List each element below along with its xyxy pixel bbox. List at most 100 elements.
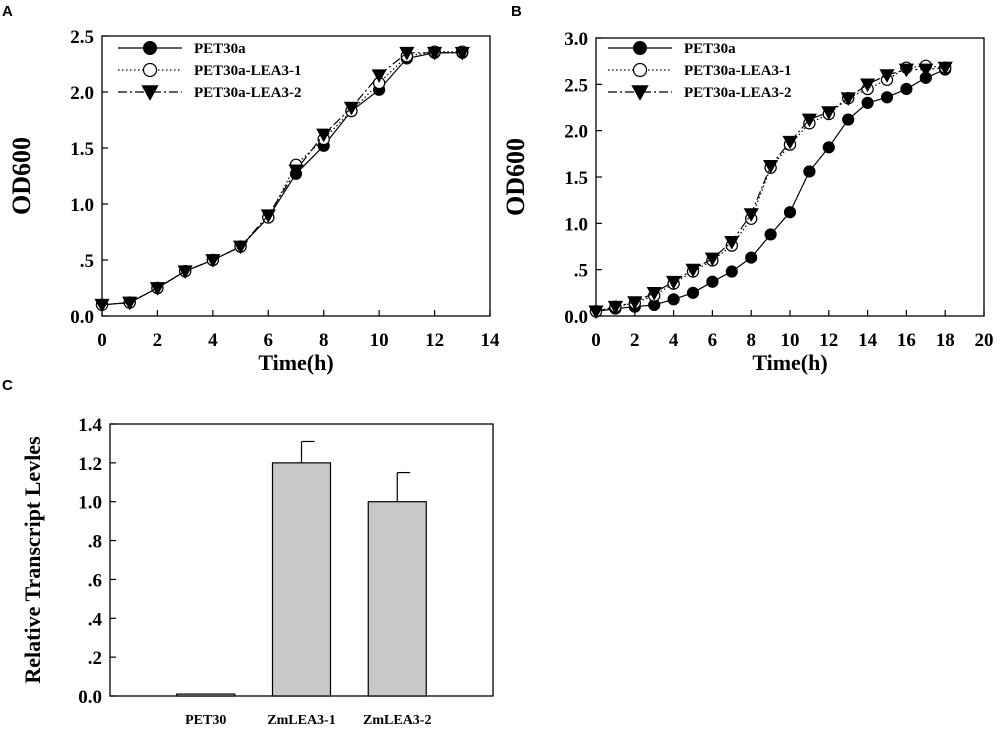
panel-b-legend-label: PET30a xyxy=(684,41,736,57)
panel-c-y-tick-label: 1.4 xyxy=(78,415,102,436)
panel-b-y-tick-label: 1.0 xyxy=(564,214,588,235)
panel-a-x-tick-label: 2 xyxy=(153,330,163,351)
panel-a-legend-label: PET30a xyxy=(194,41,246,57)
panel-b-legend-marker xyxy=(632,62,648,78)
panel-b-data-point xyxy=(607,300,623,315)
panel-a-data-point xyxy=(122,296,138,311)
panel-b-legend-marker xyxy=(631,85,649,101)
panel-b-legend-marker xyxy=(633,41,647,55)
panel-a-data-point xyxy=(288,164,304,179)
panel-a-legend-marker xyxy=(143,41,157,55)
panel-a-x-tick-label: 6 xyxy=(264,330,274,351)
panel-b-y-axis-title: OD600 xyxy=(501,138,530,216)
panel-a-x-tick-label: 8 xyxy=(319,330,329,351)
panel-b-x-tick-label: 6 xyxy=(708,330,718,351)
panel-b-data-point xyxy=(821,106,837,120)
panel-c-bar-3 xyxy=(367,501,427,697)
panel-b-x-tick-label: 0 xyxy=(591,330,601,351)
panel-a-x-axis-title: Time(h) xyxy=(258,350,333,375)
panel-b-y-tick-label: 0.0 xyxy=(564,307,588,328)
panel-a-x-tick-label: 12 xyxy=(425,330,444,351)
panel-b-y-tick-label: 1.5 xyxy=(564,168,588,189)
panel-b-x-tick-label: 10 xyxy=(781,330,800,351)
panel-a-legend-label: PET30a-LEA3-1 xyxy=(194,63,302,79)
panel-b-data-point xyxy=(763,160,779,174)
panel-c-y-tick-label: 1.2 xyxy=(78,454,102,475)
panel-b-data-point xyxy=(879,69,895,83)
panel-b-x-tick-label: 20 xyxy=(975,330,994,351)
panel-c-category-label: ZmLEA3-2 xyxy=(363,713,431,728)
panel-a-y-tick-label: 2.5 xyxy=(70,27,94,48)
panel-b-legend-label: PET30a-LEA3-2 xyxy=(684,85,792,101)
panel-b-data-point xyxy=(627,296,643,310)
panel-c-category-label: PET30 xyxy=(185,713,226,728)
panel-b-data-point xyxy=(783,206,797,219)
panel-b-data-point xyxy=(900,82,913,96)
panel-a-legend-marker xyxy=(142,62,158,78)
panel-b-data-point xyxy=(861,96,874,109)
panel-b-y-tick-label: 3.0 xyxy=(564,29,588,50)
panel-a-letter: A xyxy=(2,3,13,20)
panel-a-plot-frame xyxy=(101,35,491,317)
panel-a-line-chart: A 0.0 .5 1.0 1.5 2.0 2.5 0 2 4 6 8 10 12 14 Time(h) OD60… xyxy=(2,3,500,375)
panel-c-y-axis-title: Relative Transcript Levles xyxy=(20,436,45,684)
panel-a-legend-marker xyxy=(141,85,159,101)
panel-a-y-tick-label: 2.0 xyxy=(70,83,94,104)
panel-b-data-point xyxy=(743,208,759,222)
panel-a-data-point xyxy=(343,101,359,116)
panel-b-data-point xyxy=(937,61,953,76)
panel-c-y-tick-label: 0.0 xyxy=(78,687,102,708)
panel-b-data-point xyxy=(745,251,758,264)
panel-a-x-tick-label: 14 xyxy=(481,330,501,351)
panel-b-data-point xyxy=(803,165,816,178)
panel-b-data-point xyxy=(860,78,876,93)
panel-a-x-tick-label: 4 xyxy=(208,330,218,351)
panel-c-y-tick-label: .8 xyxy=(88,532,102,553)
panel-b-data-point xyxy=(685,263,701,278)
panel-a-data-point xyxy=(316,128,332,143)
panel-a-x-tick-label: 0 xyxy=(97,330,107,351)
panel-b-y-tick-label: .5 xyxy=(574,261,588,282)
panel-a-x-tick-label: 10 xyxy=(370,330,389,351)
panel-b-x-tick-label: 12 xyxy=(819,330,838,351)
panel-b-x-axis-title: Time(h) xyxy=(752,350,827,375)
panel-a-data-point xyxy=(454,46,470,61)
panel-b-data-point xyxy=(706,275,719,288)
panel-c-y-tick-label: .2 xyxy=(88,648,102,669)
panel-b-x-tick-label: 2 xyxy=(630,330,640,351)
panel-c-letter: C xyxy=(2,377,13,394)
panel-c-category-label: ZmLEA3-1 xyxy=(267,713,335,728)
panel-b-data-point xyxy=(724,235,740,250)
panel-b-y-tick-label: 2.5 xyxy=(564,75,588,96)
panel-b-series-line-3 xyxy=(595,67,946,312)
panel-a-data-point xyxy=(427,46,443,61)
panel-b-data-point xyxy=(918,63,934,78)
panel-b-data-point xyxy=(725,265,738,278)
panel-b-x-tick-label: 4 xyxy=(669,330,679,351)
panel-b-data-point xyxy=(667,293,680,306)
panel-a-data-point xyxy=(94,298,110,313)
panel-c-bar-2 xyxy=(271,462,332,697)
panel-b-series-line-2 xyxy=(595,65,946,312)
panel-b-data-point xyxy=(801,113,817,128)
panel-a-data-point xyxy=(177,265,193,279)
panel-b-data-point xyxy=(588,305,604,320)
panel-c-bar-chart: C 0.0 .2 .4 .6 .8 1.0 1.2 1.4 Relative Transcript… xyxy=(2,377,494,728)
panel-b-line-chart: B 0.0 .5 1.0 1.5 2.0 2.5 3.0 0 2 4 6 8 10 12 14 16 18 20 Ti… xyxy=(501,3,994,375)
panel-c-y-tick-label: 1.0 xyxy=(78,493,102,514)
panel-a-y-tick-label: .5 xyxy=(80,251,94,272)
panel-a-data-point xyxy=(149,282,165,296)
panel-b-data-point xyxy=(840,92,856,106)
panel-a-data-point xyxy=(260,209,276,223)
panel-a-y-tick-label: 1.0 xyxy=(70,195,94,216)
panel-c-y-tick-label: .4 xyxy=(88,609,103,630)
panel-b-data-point xyxy=(686,286,700,299)
panel-a-data-point xyxy=(399,46,415,61)
panel-b-data-point xyxy=(782,135,798,150)
panel-b-data-point xyxy=(880,91,894,104)
panel-a-y-tick-label: 0.0 xyxy=(70,307,94,328)
panel-b-x-tick-label: 16 xyxy=(897,330,916,351)
panel-b-data-point xyxy=(704,252,720,267)
panel-b-legend-label: PET30a-LEA3-1 xyxy=(684,63,792,79)
